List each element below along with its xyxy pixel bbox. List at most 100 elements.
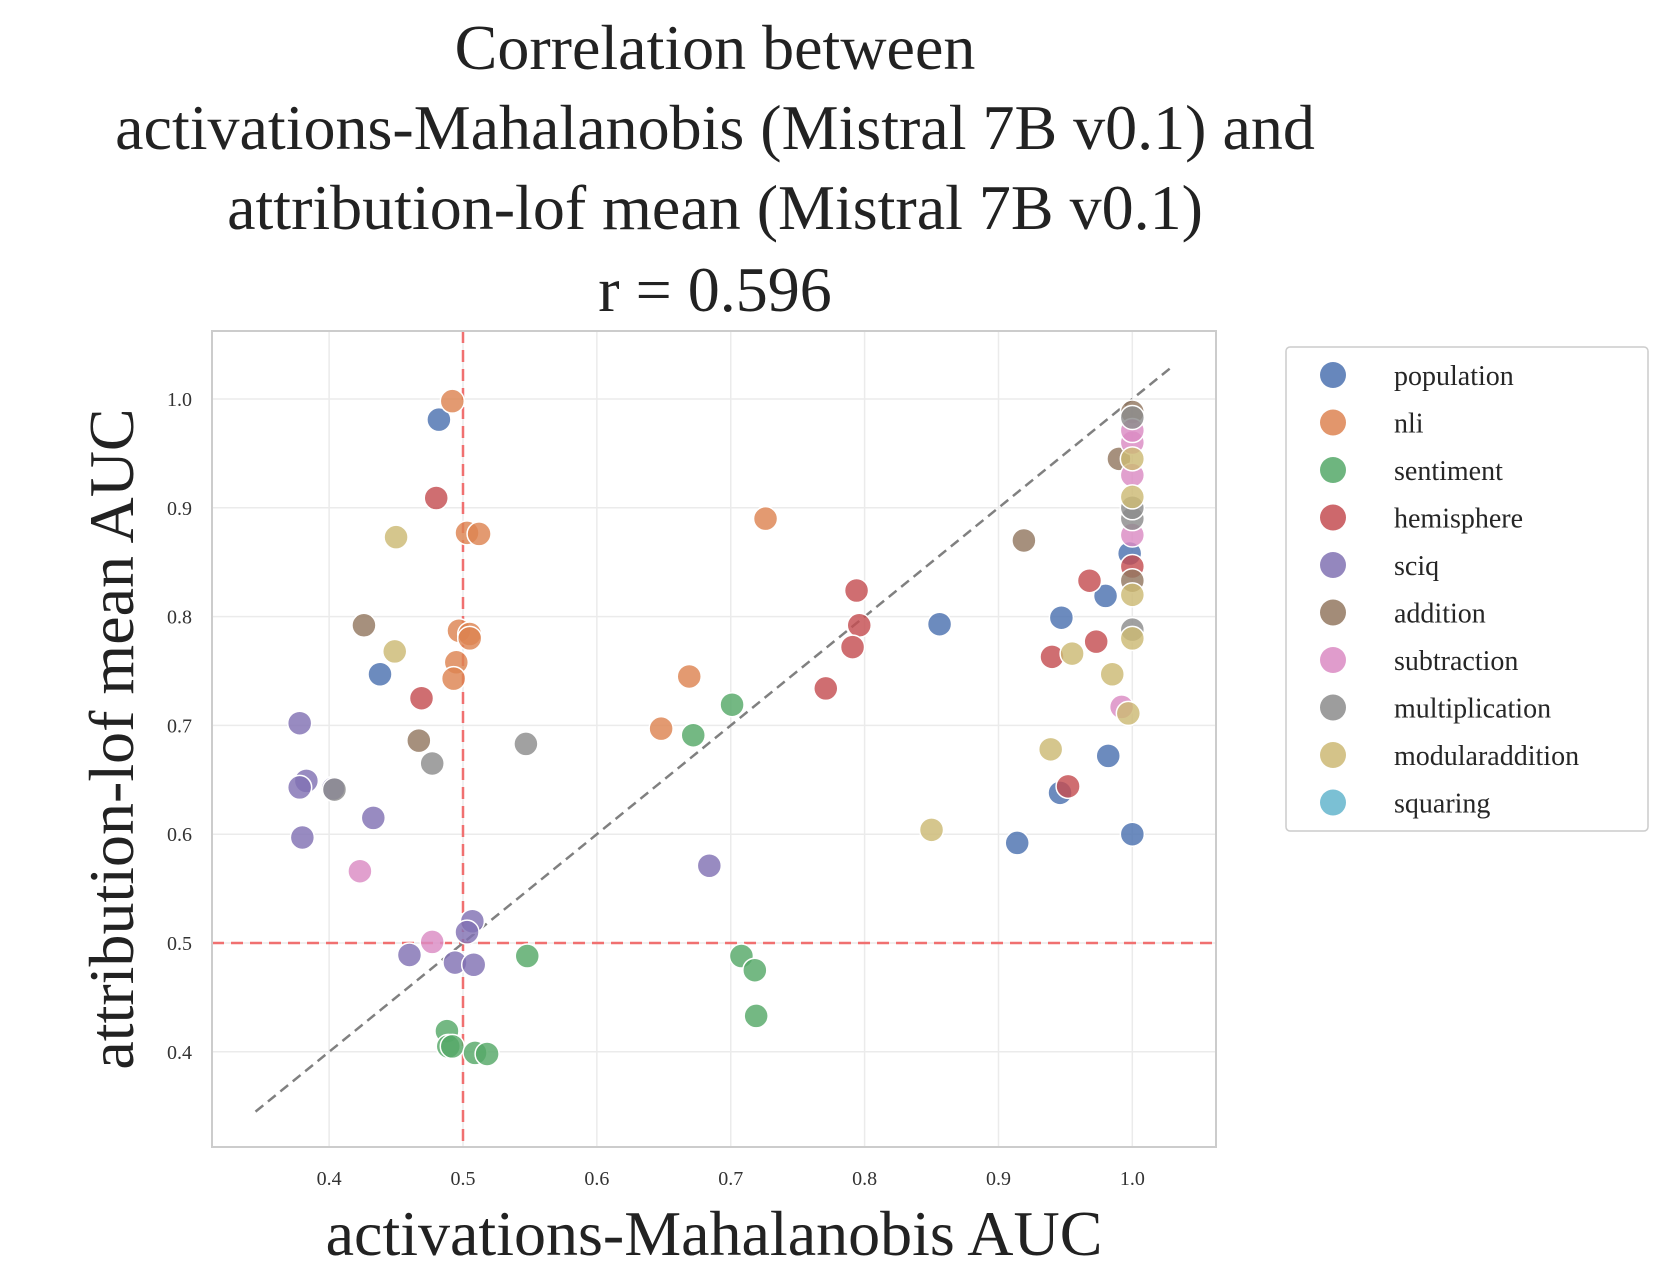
point-multiplication-6 <box>1119 404 1146 431</box>
legend-label-squaring: squaring <box>1394 789 1490 820</box>
point-addition-0 <box>351 612 377 639</box>
legend-label-modularaddition: modularaddition <box>1394 741 1579 772</box>
legend-marker-sciq <box>1320 552 1346 578</box>
y-tick-1.0: 1.0 <box>167 389 192 411</box>
point-sciq-8 <box>454 919 480 945</box>
point-modularaddition-1 <box>381 638 408 665</box>
point-hemisphere-4 <box>839 634 866 660</box>
point-addition-2 <box>1011 527 1037 554</box>
point-sentiment-2 <box>514 943 541 969</box>
point-hemisphere-3 <box>846 612 872 639</box>
point-modularaddition-4 <box>1059 640 1085 667</box>
point-nli-0 <box>439 388 466 414</box>
point-sciq-0 <box>286 710 313 736</box>
y-tick-0.9: 0.9 <box>167 498 192 520</box>
point-multiplication-2 <box>513 731 539 757</box>
point-hemisphere-9 <box>1055 773 1081 800</box>
legend-marker-nli <box>1320 409 1346 436</box>
y-axis-label: attribution-lof mean AUC <box>76 408 147 1069</box>
point-nli-2 <box>466 521 492 547</box>
legend-label-population: population <box>1394 361 1514 392</box>
x-axis-label: activations-Mahalanobis AUC <box>326 1198 1103 1269</box>
plot-frame <box>211 330 1217 1148</box>
point-modularaddition-3 <box>1037 736 1064 763</box>
legend: population nli sentiment hemisphere sciq addi… <box>1285 346 1649 832</box>
point-population-9 <box>1119 821 1146 847</box>
point-sentiment-5 <box>743 1003 769 1029</box>
point-sentiment-10 <box>474 1041 500 1067</box>
x-tick-labels: 0.4 0.5 0.6 0.7 0.8 0.9 1.0 <box>317 1168 1145 1190</box>
point-sciq-11 <box>460 952 487 978</box>
point-addition-1 <box>406 727 432 754</box>
y-tick-0.7: 0.7 <box>167 715 192 737</box>
chart-title-line-2: activations-Mahalanobis (Mistral 7B v0.1… <box>115 92 1315 163</box>
point-population-6 <box>1095 743 1121 769</box>
point-sentiment-1 <box>680 722 707 748</box>
legend-marker-hemisphere <box>1320 504 1346 531</box>
point-sciq-4 <box>360 805 387 831</box>
legend-marker-subtraction <box>1320 647 1346 673</box>
y-tick-0.5: 0.5 <box>167 933 192 955</box>
point-modularaddition-0 <box>383 524 409 550</box>
point-sciq-2 <box>286 774 313 801</box>
x-tick-0.5: 0.5 <box>451 1168 476 1190</box>
point-subtraction-1 <box>419 929 445 955</box>
point-modularaddition-9 <box>1119 484 1146 510</box>
legend-marker-population <box>1320 362 1346 388</box>
identity-diagonal-line <box>254 365 1174 1113</box>
point-nli-3 <box>752 505 779 532</box>
legend-marker-multiplication <box>1320 694 1346 721</box>
point-population-4 <box>1092 583 1119 609</box>
legend-marker-addition <box>1320 599 1346 626</box>
point-subtraction-0 <box>347 858 373 884</box>
point-population-8 <box>1004 830 1030 856</box>
point-modularaddition-7 <box>1119 625 1146 652</box>
point-modularaddition-10 <box>1119 446 1146 472</box>
point-hemisphere-0 <box>423 485 449 511</box>
point-hemisphere-7 <box>1083 628 1109 655</box>
point-population-1 <box>367 661 393 688</box>
point-sciq-9 <box>396 942 423 968</box>
legend-marker-sentiment <box>1320 457 1346 483</box>
chart-title-correlation: r = 0.596 <box>598 254 832 325</box>
legend-label-hemisphere: hemisphere <box>1394 504 1523 535</box>
point-multiplication-1 <box>419 750 445 777</box>
point-modularaddition-2 <box>918 817 945 843</box>
point-hemisphere-2 <box>843 577 870 604</box>
legend-box <box>1285 346 1649 832</box>
point-hemisphere-6 <box>1076 567 1103 594</box>
chart-title-line-1: Correlation between <box>454 12 976 83</box>
legend-label-subtraction: subtraction <box>1394 646 1518 677</box>
legend-label-sentiment: sentiment <box>1394 456 1503 487</box>
x-tick-0.6: 0.6 <box>584 1168 609 1190</box>
x-tick-0.4: 0.4 <box>317 1168 342 1190</box>
point-hemisphere-5 <box>813 675 839 702</box>
point-hemisphere-1 <box>408 685 435 711</box>
chart-title-line-3: attribution-lof mean (Mistral 7B v0.1) <box>227 172 1203 243</box>
x-tick-0.7: 0.7 <box>718 1168 743 1190</box>
point-nli-9 <box>676 663 702 690</box>
point-sentiment-8 <box>439 1033 466 1060</box>
point-nli-10 <box>648 715 674 742</box>
point-nli-6 <box>456 625 483 652</box>
legend-label-nli: nli <box>1394 409 1424 440</box>
legend-marker-modularaddition <box>1320 742 1346 768</box>
point-modularaddition-8 <box>1119 582 1146 608</box>
point-sentiment-4 <box>742 957 768 983</box>
point-sciq-5 <box>289 824 316 851</box>
x-tick-0.9: 0.9 <box>986 1168 1011 1190</box>
legend-label-multiplication: multiplication <box>1394 694 1551 725</box>
point-modularaddition-6 <box>1115 700 1142 727</box>
point-nli-8 <box>440 665 467 692</box>
point-population-3 <box>1048 604 1075 631</box>
y-tick-0.6: 0.6 <box>167 824 192 846</box>
legend-label-sciq: sciq <box>1394 551 1439 582</box>
point-modularaddition-5 <box>1099 661 1126 688</box>
point-population-2 <box>926 611 953 637</box>
x-tick-0.8: 0.8 <box>852 1168 877 1190</box>
legend-label-addition: addition <box>1394 599 1486 630</box>
point-sentiment-0 <box>719 691 745 718</box>
y-tick-0.4: 0.4 <box>167 1042 192 1064</box>
point-multiplication-0 <box>321 776 348 803</box>
